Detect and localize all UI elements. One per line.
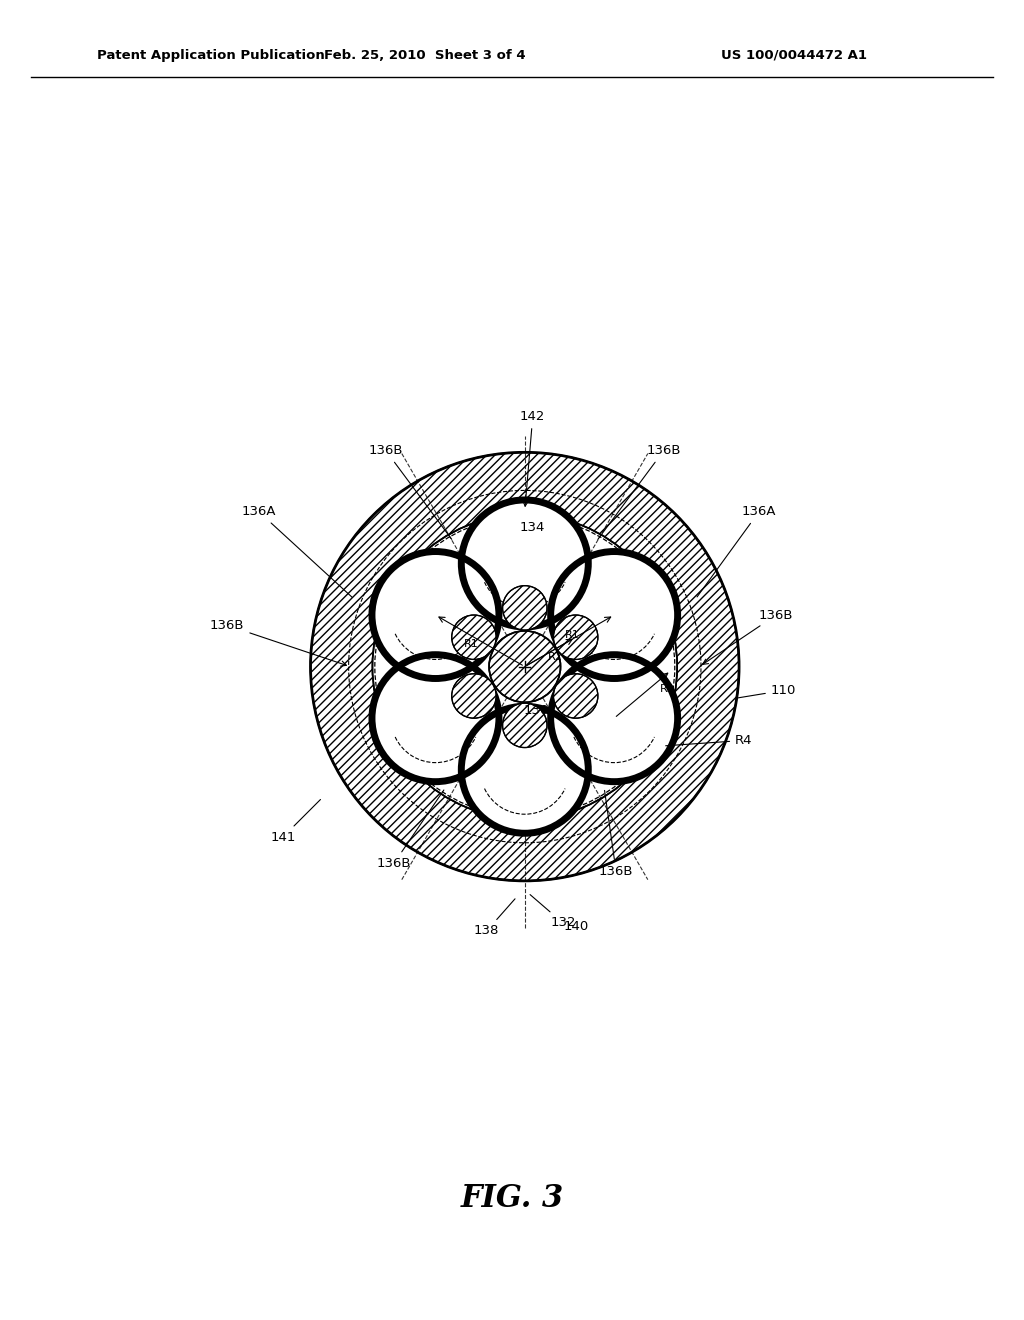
Text: R3: R3	[659, 684, 675, 694]
Text: Feb. 25, 2010  Sheet 3 of 4: Feb. 25, 2010 Sheet 3 of 4	[325, 49, 525, 62]
Text: 142: 142	[520, 411, 546, 507]
Text: R1: R1	[565, 630, 580, 640]
Circle shape	[489, 631, 560, 702]
Circle shape	[372, 552, 499, 678]
Circle shape	[452, 673, 497, 718]
Text: 136A: 136A	[697, 506, 776, 597]
Text: 134: 134	[520, 521, 546, 535]
Text: 136A: 136A	[242, 506, 352, 597]
Text: 136B: 136B	[210, 619, 346, 667]
Circle shape	[503, 704, 547, 747]
Text: 136B: 136B	[377, 789, 443, 870]
Circle shape	[553, 673, 598, 718]
Text: 136B: 136B	[599, 791, 633, 878]
Text: 110: 110	[738, 684, 797, 698]
Text: 136B: 136B	[702, 609, 794, 664]
Circle shape	[461, 706, 588, 833]
Text: 136B: 136B	[598, 445, 681, 540]
Text: FIG. 3: FIG. 3	[461, 1183, 563, 1214]
Text: 132: 132	[530, 895, 575, 929]
Circle shape	[372, 655, 499, 781]
Text: 130: 130	[524, 704, 550, 717]
Text: 138: 138	[474, 899, 515, 937]
Text: 141: 141	[270, 800, 321, 843]
Circle shape	[461, 500, 588, 627]
Circle shape	[553, 615, 598, 660]
Text: 136B: 136B	[369, 445, 452, 540]
Text: R1: R1	[464, 639, 478, 649]
Text: R2: R2	[548, 652, 562, 663]
Text: 140: 140	[564, 920, 589, 933]
Text: R4: R4	[666, 734, 753, 747]
Wedge shape	[310, 453, 739, 880]
Circle shape	[551, 655, 678, 781]
Text: US 100/0044472 A1: US 100/0044472 A1	[721, 49, 866, 62]
Circle shape	[452, 615, 497, 660]
Circle shape	[551, 552, 678, 678]
Text: Patent Application Publication: Patent Application Publication	[97, 49, 325, 62]
Circle shape	[503, 586, 547, 630]
